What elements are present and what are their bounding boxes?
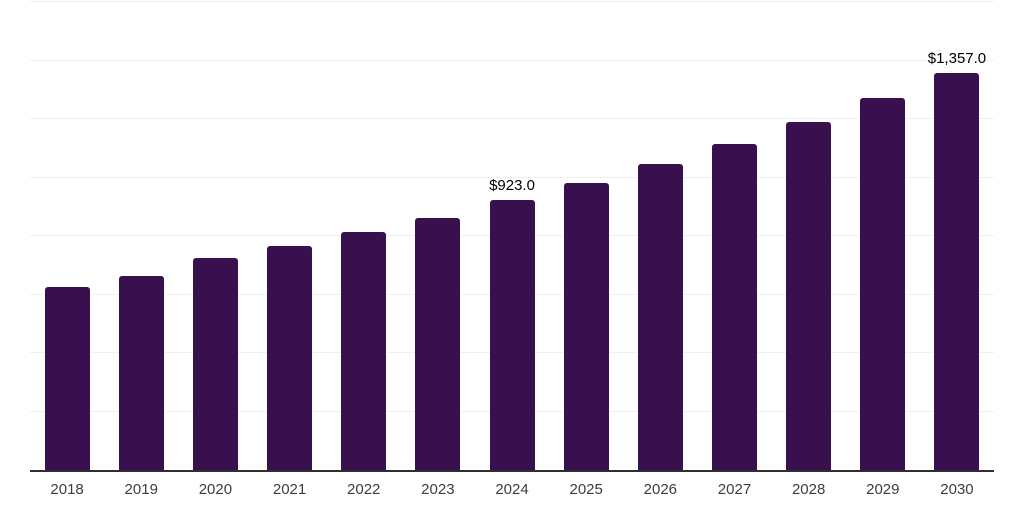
bar-band-2023 [401,2,475,470]
x-tick-2030: 2030 [940,481,974,498]
x-tick-2019: 2019 [124,481,158,498]
bar-band-2024: $923.0 [475,2,549,470]
bar-2018 [44,286,90,470]
bar-2027 [711,144,757,470]
bar-band-2030: $1,357.0 [920,2,994,470]
bar-band-2019 [104,2,178,470]
bar-2026 [637,164,683,470]
gridline-1200 [30,118,994,119]
x-tick-2025: 2025 [569,481,603,498]
x-tick-2027: 2027 [717,481,752,498]
x-tick-2029: 2029 [866,481,900,498]
bar-2025 [563,183,609,470]
x-tick-2021: 2021 [272,481,307,498]
x-tick-2018: 2018 [50,481,84,498]
x-tick-2020: 2020 [198,481,233,498]
x-tick-2023: 2023 [421,481,455,498]
bar-value-label-2024: $923.0 [489,177,535,194]
bar-band-2028 [772,2,846,470]
bar-band-2026 [623,2,697,470]
x-tick-2024: 2024 [495,481,529,498]
bar-band-2022 [327,2,401,470]
bar-band-2020 [178,2,252,470]
gridline-1400 [30,59,994,61]
bar-band-2021 [252,2,326,470]
plot-area: $923.0 $1,357.0 [30,1,994,472]
x-tick-2026: 2026 [643,481,678,498]
bar-band-2029 [846,2,920,470]
bar-2030 [934,73,980,470]
x-axis-labels: 2018 2019 2020 2021 2022 2023 2024 2025 2026 2027… [30,480,994,500]
bars-container: $923.0 $1,357.0 [30,2,994,470]
bar-2024 [489,200,535,470]
bar-2023 [415,217,461,470]
gridline-1000 [30,176,994,178]
bar-band-2025 [549,2,623,470]
bar-value-label-2030: $1,357.0 [927,50,987,68]
bar-2028 [786,121,832,470]
bar-band-2018 [30,2,104,470]
bar-2021 [267,245,313,470]
x-tick-2028: 2028 [791,481,826,498]
bar-band-2027 [697,2,771,470]
bar-2022 [341,232,387,470]
gridline-1600 [30,1,994,2]
bar-2029 [860,97,906,470]
bar-2019 [118,275,164,470]
x-tick-2022: 2022 [347,481,381,498]
bar-2020 [192,258,238,470]
